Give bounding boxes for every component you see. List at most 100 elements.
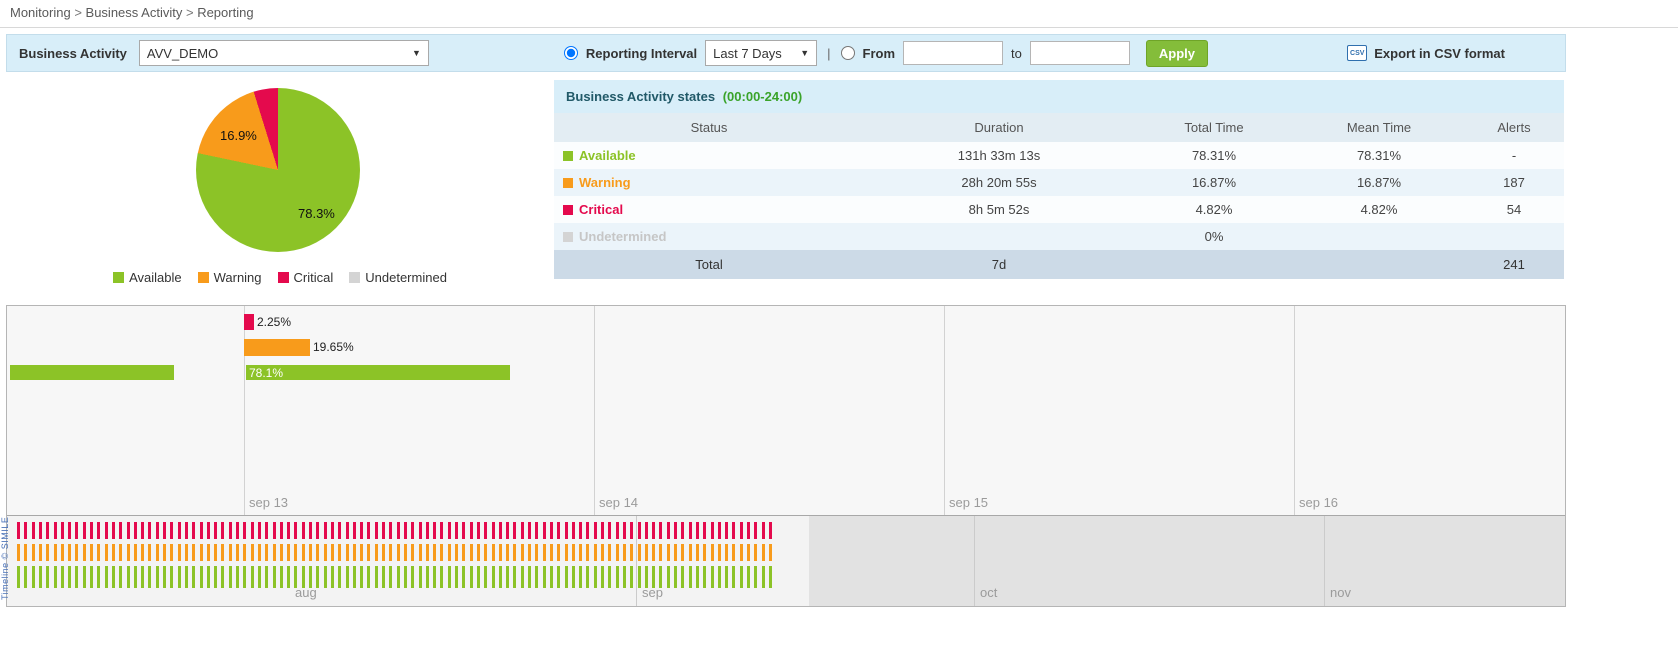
legend-swatch-available <box>113 272 125 283</box>
warning-tick <box>403 544 407 561</box>
available-tick <box>221 566 225 588</box>
reporting-interval-radio[interactable] <box>563 46 578 60</box>
reporting-interval-label: Reporting Interval <box>585 45 698 61</box>
pie-chart[interactable] <box>196 88 360 252</box>
critical-tick <box>440 522 444 539</box>
critical-tick <box>615 522 619 539</box>
available-tick <box>666 566 670 588</box>
total-time-cell: 4.82% <box>1195 202 1233 217</box>
critical-tick <box>214 522 218 539</box>
available-tick <box>111 566 115 588</box>
timeline-warning-bar[interactable] <box>244 339 310 356</box>
critical-tick <box>17 522 20 539</box>
critical-tick <box>323 522 327 539</box>
available-tick <box>206 566 210 588</box>
warning-tick <box>601 544 604 561</box>
breadcrumb-item-reporting[interactable]: Reporting <box>197 5 254 20</box>
status-cell: Undetermined <box>554 223 864 250</box>
warning-tick <box>243 544 247 561</box>
critical-tick <box>557 522 561 539</box>
critical-tick <box>68 522 72 539</box>
available-tick <box>396 566 400 588</box>
apply-button[interactable]: Apply <box>1145 39 1209 67</box>
warning-tick <box>126 544 130 561</box>
available-tick <box>491 566 495 588</box>
warning-tick <box>316 544 320 561</box>
critical-tick <box>221 522 225 539</box>
mean-time-cell: 16.87% <box>1356 175 1402 190</box>
available-tick <box>601 566 604 588</box>
total-time-cell: 0% <box>1204 229 1224 244</box>
available-tick <box>637 566 641 588</box>
available-tick <box>447 566 451 588</box>
available-tick <box>316 566 320 588</box>
timeline-available-bar-prev[interactable] <box>10 365 174 380</box>
to-date-input[interactable] <box>1029 41 1130 65</box>
available-tick <box>177 566 181 588</box>
critical-tick <box>53 522 57 539</box>
timeline-critical-bar[interactable] <box>244 314 254 330</box>
critical-tick <box>265 522 269 539</box>
critical-tick <box>717 522 721 539</box>
warning-tick <box>214 544 218 561</box>
critical-tick <box>528 522 531 539</box>
breadcrumb-item-monitoring[interactable]: Monitoring <box>10 5 71 20</box>
available-tick <box>542 566 546 588</box>
timeline-month-label: aug <box>295 585 317 600</box>
critical-tick <box>236 522 239 539</box>
column-header-duration: Duration <box>864 113 1134 142</box>
timeline-month-label: sep <box>642 585 663 600</box>
available-tick <box>199 566 203 588</box>
warning-tick <box>228 544 232 561</box>
available-tick <box>725 566 729 588</box>
table-row-warning: Warning 28h 20m 55s 16.87% 16.87% 187 <box>554 169 1564 196</box>
status-swatch-undetermined <box>563 232 573 242</box>
timeline-credit[interactable]: Timeline © SIMILE <box>0 516 10 600</box>
alerts-cell: 187 <box>1503 175 1525 190</box>
available-tick <box>688 566 692 588</box>
available-tick <box>630 566 634 588</box>
from-date-input[interactable] <box>903 41 1004 65</box>
warning-tick <box>491 544 495 561</box>
timeline-gridline <box>244 306 245 515</box>
critical-tick <box>199 522 203 539</box>
warning-tick <box>389 544 393 561</box>
available-tick <box>352 566 356 588</box>
critical-tick <box>739 522 743 539</box>
status-cell: Available <box>554 142 864 169</box>
mean-time-cell <box>1294 223 1464 250</box>
warning-tick <box>506 544 510 561</box>
timeline-month-line <box>636 516 637 606</box>
warning-tick <box>462 544 466 561</box>
business-activity-value: AVV_DEMO <box>146 45 219 61</box>
available-tick <box>309 566 312 588</box>
available-tick <box>17 566 20 588</box>
warning-tick <box>104 544 108 561</box>
available-tick <box>155 566 159 588</box>
business-activity-select[interactable]: AVV_DEMO ▼ <box>138 40 429 66</box>
export-csv-button[interactable]: CSV Export in CSV format <box>1347 45 1505 61</box>
warning-tick <box>681 544 685 561</box>
custom-range-radio[interactable] <box>840 46 855 60</box>
timeline-main-band[interactable]: sep 13 sep 14 sep 15 sep 16 2.25% 19.65% 78.1% <box>7 306 1565 515</box>
available-tick <box>710 566 714 588</box>
states-table-body: Available 131h 33m 13s 78.31% 78.31% - Warnin… <box>554 142 1564 250</box>
critical-tick <box>710 522 714 539</box>
critical-tick <box>352 522 356 539</box>
timeline-overview-band[interactable]: aug sep oct nov <box>7 515 1565 606</box>
reporting-interval-select[interactable]: Last 7 Days ▼ <box>705 40 818 66</box>
status-cell: Critical <box>554 196 864 223</box>
available-tick <box>104 566 108 588</box>
critical-tick <box>287 522 291 539</box>
critical-tick <box>272 522 276 539</box>
available-tick <box>53 566 57 588</box>
available-tick <box>703 566 707 588</box>
states-table-title-range: (00:00-24:00) <box>722 89 803 104</box>
breadcrumb-item-business-activity[interactable]: Business Activity <box>85 5 183 20</box>
available-tick <box>528 566 531 588</box>
warning-tick <box>579 544 583 561</box>
warning-tick <box>542 544 546 561</box>
critical-tick <box>652 522 656 539</box>
timeline-available-bar[interactable]: 78.1% <box>246 365 510 380</box>
available-tick <box>674 566 677 588</box>
